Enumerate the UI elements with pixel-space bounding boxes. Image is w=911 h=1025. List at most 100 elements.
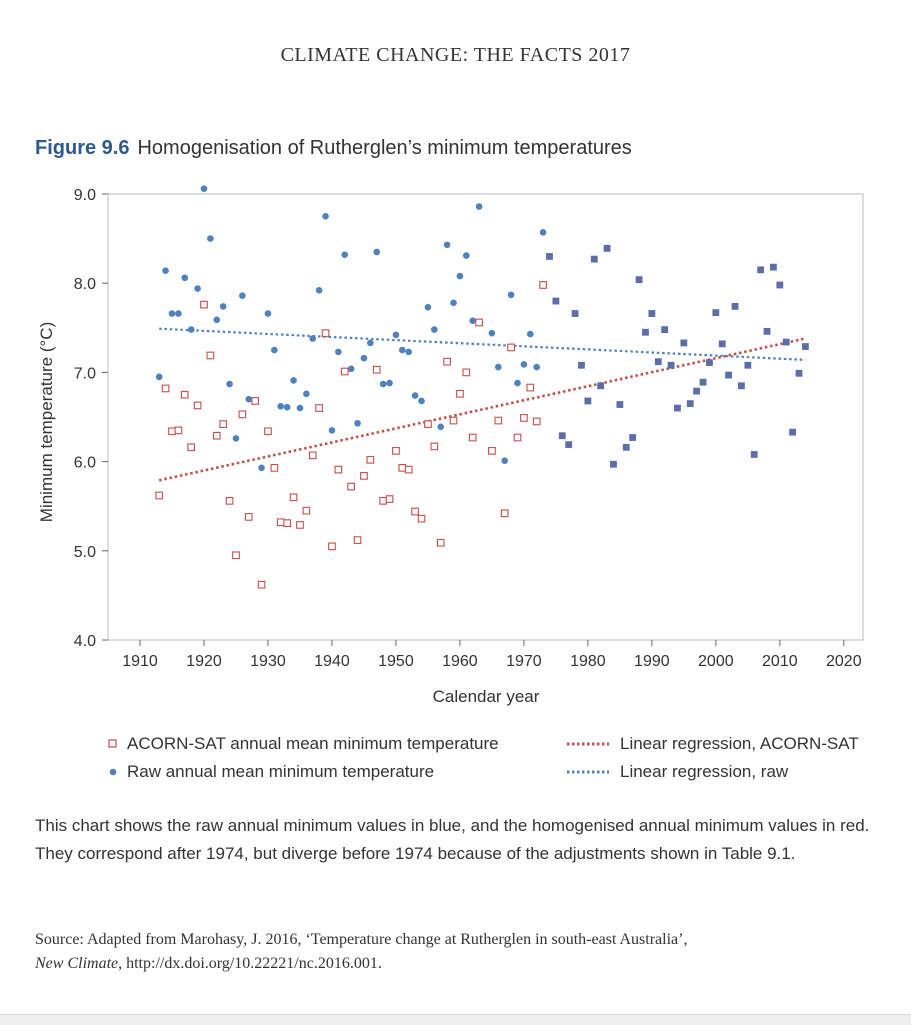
raw-point: [303, 390, 310, 398]
running-head: CLIMATE CHANGE: THE FACTS 2017: [280, 44, 631, 66]
raw-point: [367, 339, 374, 347]
x-tick-label: 2000: [698, 653, 734, 670]
raw-point: [424, 303, 432, 311]
raw-point: [399, 346, 406, 354]
chart-legend: ACORN-SAT annual mean minimum temperatur…: [0, 730, 911, 800]
legend-item-reg-acorn: Linear regression, ACORN-SAT: [565, 734, 859, 754]
acorn-point: [206, 351, 215, 360]
raw-point: [443, 241, 451, 249]
acorn-point: [417, 514, 426, 523]
raw-point: [290, 377, 297, 384]
acorn-point: [436, 538, 445, 547]
acorn-point: [430, 442, 439, 451]
raw-point: [795, 369, 803, 377]
acorn-point: [180, 390, 189, 399]
raw-point: [642, 328, 649, 336]
raw-point: [539, 229, 547, 236]
figure-title-text: Homogenisation of Rutherglen’s minimum t…: [137, 137, 632, 159]
y-axis-label: Minimum temperature (°C): [37, 322, 56, 522]
acorn-point: [302, 506, 311, 515]
raw-point: [456, 272, 464, 280]
raw-point: [622, 443, 630, 451]
raw-point: [392, 331, 400, 339]
raw-point: [514, 379, 521, 387]
raw-point: [712, 309, 720, 317]
raw-point: [168, 310, 176, 317]
x-tick-label: 1940: [314, 653, 350, 670]
raw-point: [770, 263, 777, 271]
raw-point: [686, 400, 694, 408]
acorn-point: [251, 397, 260, 405]
raw-point: [322, 213, 329, 220]
source-citation: Source: Adapted from Marohasy, J. 2016, …: [35, 928, 880, 976]
raw-point: [162, 267, 169, 275]
raw-point: [347, 365, 355, 373]
raw-point: [360, 354, 368, 362]
x-tick-label: 2020: [826, 653, 862, 670]
raw-point: [526, 330, 534, 338]
raw-point: [603, 245, 611, 252]
acorn-point: [232, 551, 240, 560]
raw-point: [635, 276, 643, 284]
raw-point: [431, 326, 438, 333]
raw-point: [520, 361, 528, 368]
acorn-point: [334, 465, 343, 474]
page-bottom-edge: [0, 1014, 911, 1025]
raw-point: [405, 348, 413, 356]
raw-point: [245, 395, 253, 403]
raw-point: [782, 338, 790, 346]
raw-point: [354, 419, 361, 427]
raw-point: [744, 361, 752, 369]
acorn-point: [532, 417, 541, 426]
figure-title: Figure 9.6 Homogenisation of Rutherglen’s…: [35, 137, 632, 160]
raw-point: [283, 403, 291, 411]
raw-point: [693, 387, 701, 395]
acorn-point: [539, 281, 547, 289]
x-axis-label: Calendar year: [433, 687, 540, 706]
acorn-point: [187, 443, 196, 452]
acorn-point: [507, 343, 515, 352]
scatter-chart: 1910 1920 1930 1940 1950 1960 1970 1980 1990 2000…: [37, 185, 864, 706]
acorn-point: [443, 357, 451, 366]
raw-point: [571, 310, 579, 317]
raw-point: [584, 397, 592, 405]
x-tick-label: 1970: [506, 653, 542, 670]
raw-point: [552, 297, 560, 305]
acorn-point: [379, 496, 387, 505]
raw-point: [418, 397, 425, 405]
raw-point: [213, 316, 221, 324]
regression-line-acorn: [158, 337, 806, 482]
acorn-point: [174, 426, 183, 435]
raw-point: [258, 464, 265, 472]
raw-point: [718, 340, 726, 348]
raw-point: [750, 451, 758, 458]
acorn-point: [155, 491, 164, 500]
legend-label-raw: Raw annual mean minimum temperature: [127, 762, 435, 781]
acorn-point: [360, 472, 368, 480]
y-tick-label: 4.0: [74, 633, 96, 650]
acorn-point: [296, 521, 304, 529]
raw-point: [725, 371, 733, 379]
raw-point: [706, 359, 713, 366]
raw-point: [315, 287, 323, 294]
raw-point: [699, 378, 707, 386]
raw-point: [469, 317, 477, 324]
chart-axes: 1910 1920 1930 1940 1950 1960 1970 1980 1990 2000…: [74, 187, 864, 670]
raw-point: [610, 460, 617, 468]
raw-point: [341, 251, 349, 258]
x-tick-label: 1950: [378, 653, 414, 670]
dot-marker-icon: [108, 762, 118, 782]
x-tick-label: 1960: [442, 653, 478, 670]
raw-point: [578, 361, 585, 369]
acorn-point: [225, 496, 234, 505]
acorn-point: [340, 367, 349, 376]
y-tick-label: 6.0: [74, 455, 96, 472]
raw-point: [194, 285, 201, 292]
raw-point: [674, 404, 681, 412]
raw-point: [475, 203, 483, 210]
x-tick-label: 1980: [570, 653, 606, 670]
raw-point: [386, 379, 393, 387]
data-points: [155, 185, 809, 589]
acorn-point: [392, 447, 400, 455]
acorn-point: [315, 404, 323, 412]
